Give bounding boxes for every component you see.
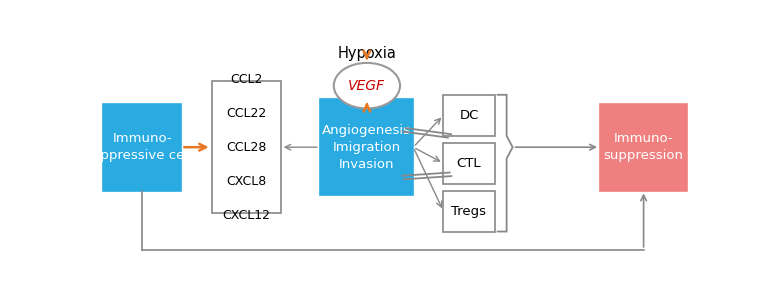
FancyBboxPatch shape	[320, 99, 413, 195]
Text: DC: DC	[459, 109, 479, 122]
Text: CTL: CTL	[457, 157, 481, 170]
Text: Hypoxia: Hypoxia	[337, 46, 396, 61]
Text: Immuno-
suppression: Immuno- suppression	[604, 132, 684, 162]
FancyBboxPatch shape	[600, 104, 688, 191]
Text: CCL2

CCL22

CCL28

CXCL8

CXCL12: CCL2 CCL22 CCL28 CXCL8 CXCL12	[222, 73, 270, 222]
Text: Angiogenesis
Imigration
Invasion: Angiogenesis Imigration Invasion	[322, 124, 411, 171]
Ellipse shape	[334, 63, 400, 108]
Text: Immuno-
suppressive cells: Immuno- suppressive cells	[85, 132, 199, 162]
Text: VEGF: VEGF	[348, 79, 385, 93]
FancyBboxPatch shape	[103, 104, 182, 191]
Text: Tregs: Tregs	[451, 205, 486, 218]
FancyBboxPatch shape	[444, 95, 494, 136]
FancyBboxPatch shape	[211, 81, 280, 213]
FancyBboxPatch shape	[444, 143, 494, 184]
FancyBboxPatch shape	[444, 191, 494, 231]
